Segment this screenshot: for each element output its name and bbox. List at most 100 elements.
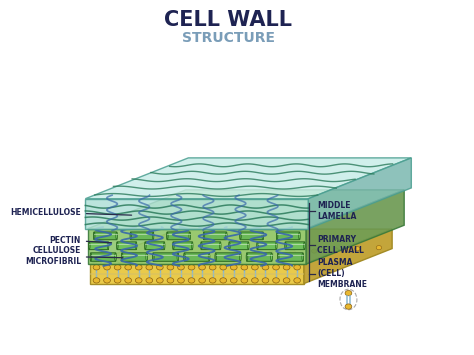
Ellipse shape	[166, 232, 168, 239]
FancyBboxPatch shape	[94, 232, 117, 240]
Ellipse shape	[262, 232, 264, 239]
FancyBboxPatch shape	[130, 232, 154, 240]
Text: PRIMARY
CELL WALL: PRIMARY CELL WALL	[317, 235, 364, 255]
Ellipse shape	[277, 253, 279, 261]
Circle shape	[376, 246, 382, 250]
Ellipse shape	[189, 232, 191, 239]
Ellipse shape	[246, 253, 248, 261]
Circle shape	[114, 278, 121, 283]
Ellipse shape	[146, 253, 147, 261]
Circle shape	[273, 278, 279, 283]
Circle shape	[252, 265, 258, 270]
Polygon shape	[85, 199, 308, 229]
Ellipse shape	[303, 242, 305, 249]
Circle shape	[262, 278, 269, 283]
Circle shape	[188, 265, 195, 270]
Ellipse shape	[89, 242, 90, 249]
Circle shape	[355, 247, 360, 251]
Ellipse shape	[215, 253, 217, 261]
FancyBboxPatch shape	[240, 232, 263, 240]
Ellipse shape	[302, 253, 303, 261]
Ellipse shape	[275, 242, 277, 249]
FancyBboxPatch shape	[89, 242, 109, 250]
Circle shape	[136, 278, 142, 283]
Circle shape	[104, 265, 110, 270]
Ellipse shape	[201, 242, 202, 249]
Polygon shape	[304, 229, 392, 284]
Circle shape	[268, 251, 274, 255]
Circle shape	[136, 265, 142, 270]
Ellipse shape	[173, 242, 174, 249]
Ellipse shape	[153, 253, 154, 261]
Circle shape	[290, 250, 295, 254]
Circle shape	[220, 278, 227, 283]
Text: HEMICELLULOSE: HEMICELLULOSE	[10, 208, 132, 217]
Circle shape	[252, 278, 258, 283]
FancyBboxPatch shape	[145, 242, 164, 250]
Circle shape	[146, 265, 153, 270]
Text: STRUCTURE: STRUCTURE	[182, 31, 274, 45]
Ellipse shape	[116, 232, 118, 239]
FancyBboxPatch shape	[117, 242, 137, 250]
Ellipse shape	[115, 253, 116, 261]
Polygon shape	[308, 158, 411, 229]
Ellipse shape	[107, 242, 109, 249]
Circle shape	[182, 256, 188, 260]
Ellipse shape	[285, 242, 286, 249]
Circle shape	[188, 278, 195, 283]
Ellipse shape	[164, 242, 165, 249]
Polygon shape	[306, 190, 404, 264]
FancyBboxPatch shape	[173, 242, 192, 250]
Circle shape	[345, 290, 352, 296]
Circle shape	[220, 265, 227, 270]
FancyBboxPatch shape	[91, 253, 116, 261]
FancyBboxPatch shape	[215, 253, 241, 261]
Circle shape	[199, 278, 205, 283]
Circle shape	[294, 265, 301, 270]
Circle shape	[167, 265, 174, 270]
Ellipse shape	[229, 242, 230, 249]
Polygon shape	[88, 190, 404, 229]
Circle shape	[93, 265, 100, 270]
Ellipse shape	[90, 253, 92, 261]
Circle shape	[273, 265, 279, 270]
FancyBboxPatch shape	[229, 242, 249, 250]
Ellipse shape	[117, 242, 118, 249]
Circle shape	[283, 278, 290, 283]
Text: CELL WALL: CELL WALL	[164, 10, 292, 29]
FancyBboxPatch shape	[184, 253, 210, 261]
Circle shape	[241, 265, 248, 270]
Polygon shape	[85, 158, 411, 199]
Circle shape	[311, 249, 317, 253]
Circle shape	[156, 265, 163, 270]
Ellipse shape	[184, 253, 185, 261]
Ellipse shape	[191, 242, 193, 249]
FancyBboxPatch shape	[277, 232, 300, 240]
Ellipse shape	[271, 253, 273, 261]
Circle shape	[167, 278, 174, 283]
Circle shape	[247, 252, 252, 257]
Circle shape	[93, 278, 100, 283]
Ellipse shape	[145, 242, 146, 249]
Circle shape	[210, 278, 216, 283]
Circle shape	[204, 255, 209, 259]
Text: PECTIN: PECTIN	[49, 236, 111, 245]
Circle shape	[96, 260, 101, 264]
Circle shape	[333, 248, 338, 252]
Polygon shape	[88, 229, 306, 264]
Ellipse shape	[177, 253, 179, 261]
Circle shape	[230, 265, 237, 270]
FancyBboxPatch shape	[285, 242, 305, 250]
Circle shape	[161, 257, 166, 261]
Circle shape	[118, 259, 123, 263]
Ellipse shape	[240, 232, 241, 239]
Ellipse shape	[130, 232, 132, 239]
Circle shape	[225, 253, 231, 258]
Circle shape	[125, 278, 131, 283]
FancyBboxPatch shape	[167, 232, 190, 240]
Text: PLASMA
(CELL)
MEMBRANE: PLASMA (CELL) MEMBRANE	[317, 258, 367, 289]
Ellipse shape	[203, 232, 205, 239]
Ellipse shape	[152, 232, 154, 239]
FancyBboxPatch shape	[203, 232, 227, 240]
Ellipse shape	[93, 232, 95, 239]
